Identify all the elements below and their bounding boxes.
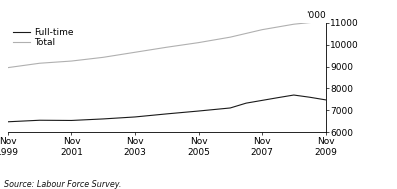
Full-time — [80, 119, 85, 121]
Full-time — [141, 115, 145, 117]
Text: '000: '000 — [306, 12, 326, 20]
Line: Full-time: Full-time — [8, 95, 326, 122]
Total — [141, 50, 145, 52]
Total — [37, 62, 42, 64]
Line: Total: Total — [8, 21, 326, 68]
Full-time — [304, 96, 309, 98]
Legend: Full-time, Total: Full-time, Total — [12, 27, 75, 48]
Full-time — [323, 99, 328, 101]
Total — [302, 22, 307, 24]
Total — [220, 37, 225, 40]
Full-time — [6, 121, 10, 123]
Full-time — [291, 94, 296, 96]
Total — [80, 59, 85, 61]
Full-time — [220, 108, 225, 110]
Total — [204, 40, 209, 42]
Total — [323, 20, 328, 22]
Full-time — [204, 109, 209, 111]
Total — [6, 67, 10, 69]
Full-time — [37, 119, 42, 121]
Text: Source: Labour Force Survey.: Source: Labour Force Survey. — [4, 180, 121, 189]
